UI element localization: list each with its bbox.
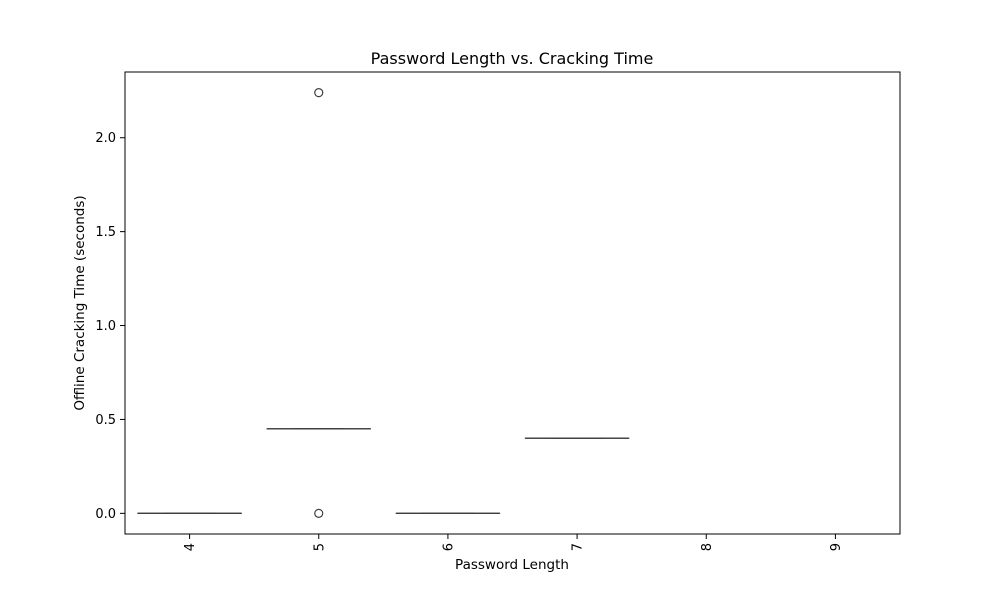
y-tick-label: 1.0 (95, 319, 116, 334)
outlier-point-5 (314, 508, 324, 518)
outlier-point-5 (314, 88, 324, 98)
y-tick-label: 0.0 (95, 507, 116, 522)
x-tick-label: 8 (700, 543, 715, 551)
y-tick-label: 0.5 (95, 413, 116, 428)
y-tick-label: 2.0 (95, 131, 116, 146)
x-tick-label: 4 (183, 543, 198, 551)
y-tick-label: 1.5 (95, 225, 116, 240)
chart-title: Password Length vs. Cracking Time (371, 49, 654, 68)
x-tick-label: 7 (571, 543, 586, 551)
plot-frame (124, 71, 901, 535)
x-tick-label: 6 (441, 543, 456, 551)
x-tick-label: 9 (829, 543, 844, 551)
y-axis-label: Offline Cracking Time (seconds) (72, 195, 88, 410)
x-axis-label: Password Length (455, 557, 569, 573)
x-tick-label: 5 (312, 543, 327, 551)
plot-area (137, 88, 630, 518)
